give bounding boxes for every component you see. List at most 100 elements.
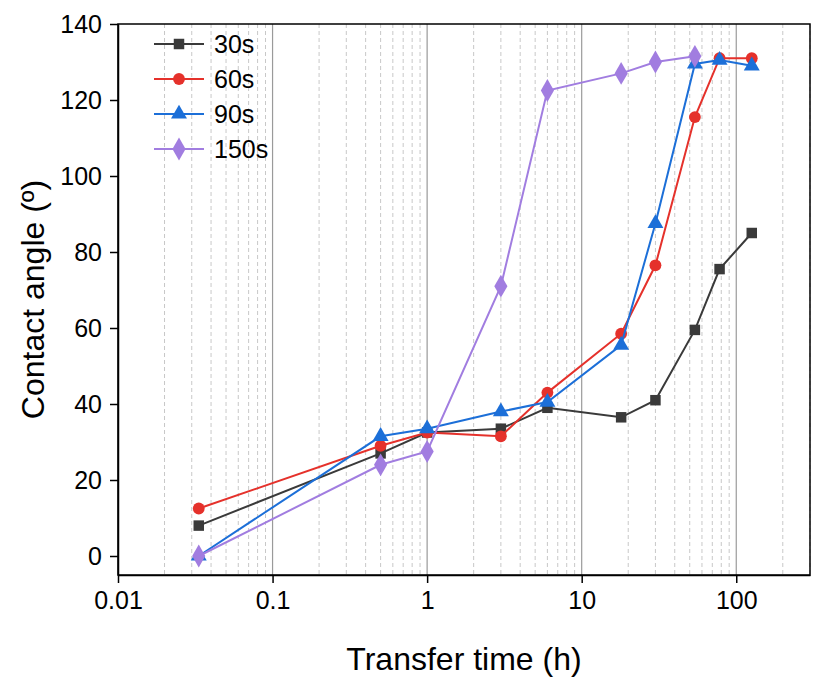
minor-grid-line (500, 24, 501, 575)
data-point (613, 336, 629, 350)
minor-grid-line (392, 24, 393, 575)
tick: 1 (421, 575, 435, 614)
data-point (616, 412, 626, 422)
data-point (744, 57, 760, 71)
chart: 0.01 0.1 1 10 100 0 20 40 60 80 100 120 140 30s 60s 90s… (0, 0, 825, 692)
data-point (373, 427, 389, 441)
data-point (689, 111, 701, 123)
data-point (541, 79, 554, 102)
tick-mark (110, 556, 118, 558)
tick-mark (272, 575, 274, 583)
minor-grid-line (164, 24, 165, 575)
tick-mark (110, 404, 118, 406)
minor-grid-line (265, 24, 266, 575)
minor-grid-line (412, 24, 413, 575)
data-point (421, 440, 434, 463)
tick-label: 1 (421, 586, 435, 614)
minor-grid-line (520, 24, 521, 575)
minor-grid-line (346, 24, 347, 575)
grid-line (736, 24, 737, 575)
tick: 0.1 (256, 575, 291, 614)
data-area (191, 45, 760, 567)
series-line (199, 58, 752, 508)
legend-label: 30s (214, 30, 254, 58)
tick: 20 (74, 466, 118, 494)
minor-grid-line (674, 24, 675, 575)
data-point (647, 214, 663, 228)
tick: 40 (74, 390, 118, 418)
tick: 120 (60, 86, 118, 114)
data-point (495, 430, 507, 442)
minor-grid-line (191, 24, 192, 575)
series-line (199, 60, 752, 556)
tick-mark (581, 575, 583, 583)
minor-grid-line (319, 24, 320, 575)
y-axis: 0 20 40 60 80 100 120 140 (60, 10, 118, 576)
tick: 0 (88, 542, 118, 570)
data-point (747, 228, 757, 238)
minor-grid-line (729, 24, 730, 575)
minor-grid-line (211, 24, 212, 575)
tick-label: 100 (716, 586, 758, 614)
data-point (712, 51, 728, 65)
legend-marker (172, 138, 185, 161)
tick: 100 (716, 575, 758, 614)
data-point (615, 62, 628, 85)
legend-entry: 60s (154, 65, 254, 93)
data-point (690, 325, 700, 335)
tick-mark (736, 575, 738, 583)
grid-line (427, 24, 428, 575)
legend-marker (173, 73, 185, 85)
tick-label: 0 (88, 542, 102, 570)
plot-frame (118, 24, 810, 575)
grid-line (581, 24, 582, 575)
plot: 0.01 0.1 1 10 100 0 20 40 60 80 100 120 140 30s 60s 90s… (60, 10, 810, 614)
x-axis: 0.01 0.1 1 10 100 (94, 575, 810, 614)
minor-grid-line (547, 24, 548, 575)
data-point (374, 453, 387, 476)
data-point (649, 51, 662, 74)
minor-grid-line (557, 24, 558, 575)
tick: 80 (74, 238, 118, 266)
tick: 100 (60, 162, 118, 190)
legend-entry: 90s (154, 100, 254, 128)
tick-label: 40 (74, 390, 102, 418)
data-point (193, 503, 205, 515)
tick-label: 20 (74, 466, 102, 494)
minor-grid-line (628, 24, 629, 575)
legend-marker (174, 39, 184, 49)
tick-label: 0.01 (94, 586, 143, 614)
minor-grid-line (473, 24, 474, 575)
grid (118, 24, 810, 575)
tick-label: 140 (60, 10, 102, 38)
minor-grid-line (701, 24, 702, 575)
tick-label: 0.1 (256, 586, 291, 614)
legend-label: 60s (214, 65, 254, 93)
tick-mark (110, 100, 118, 102)
tick-mark (110, 176, 118, 178)
tick-label: 10 (568, 586, 596, 614)
minor-grid-line (257, 24, 258, 575)
tick-mark (110, 252, 118, 254)
data-point (493, 402, 509, 416)
y-axis-title: Contact angle (º) (15, 180, 51, 419)
series-line (199, 233, 752, 526)
minor-grid-line (712, 24, 713, 575)
legend-label: 150s (214, 135, 268, 163)
data-point (650, 259, 662, 271)
data-point (194, 520, 204, 530)
tick: 60 (74, 314, 118, 342)
minor-grid-line (380, 24, 381, 575)
data-point (494, 275, 507, 298)
tick-mark (427, 575, 429, 583)
tick-label: 60 (74, 314, 102, 342)
data-point (419, 419, 435, 433)
series-line (199, 56, 695, 556)
minor-grid-line (566, 24, 567, 575)
legend-entry: 150s (154, 135, 268, 163)
tick-mark (110, 328, 118, 330)
minor-grid-line (535, 24, 536, 575)
minor-grid-line (365, 24, 366, 575)
minor-grid-line (403, 24, 404, 575)
legend-marker (171, 105, 187, 119)
